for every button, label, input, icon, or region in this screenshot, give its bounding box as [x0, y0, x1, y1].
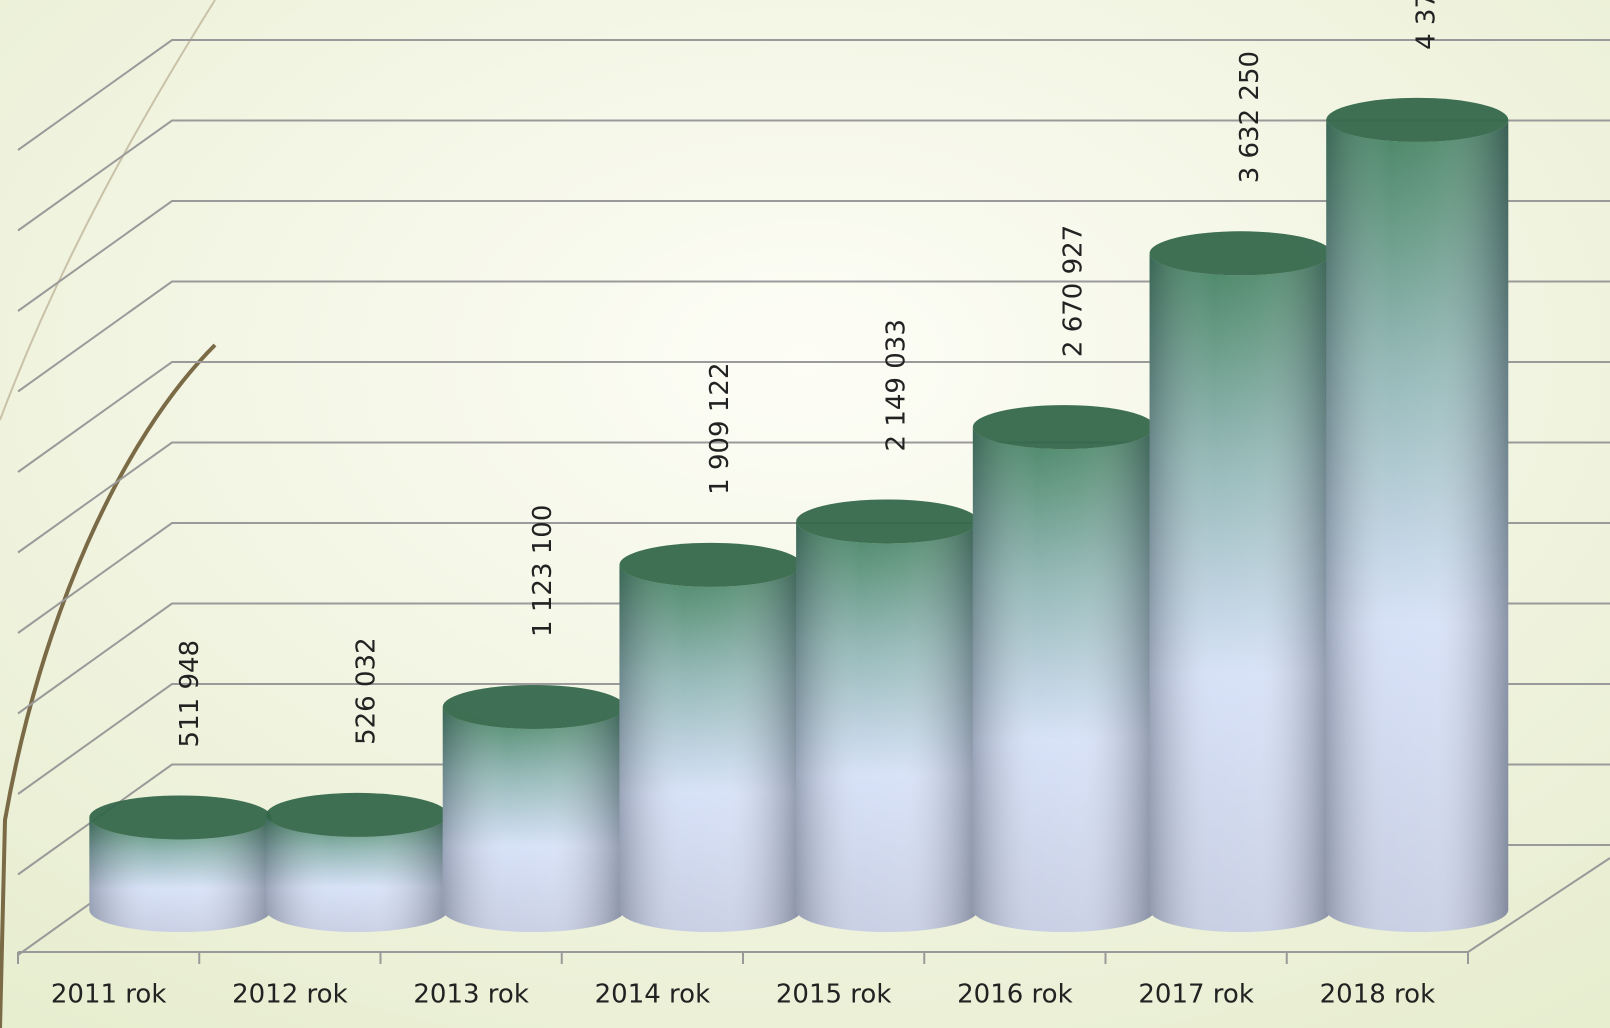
bar-top-shade [1149, 231, 1332, 276]
grid-line [17, 119, 1610, 232]
x-tick-label: 2016 rok [957, 980, 1073, 1010]
x-tick-label: 2013 rok [413, 980, 529, 1010]
bar-shade [1149, 253, 1332, 933]
x-tick-label: 2011 rok [51, 980, 167, 1010]
bar-shade [796, 521, 979, 932]
bars: 511 948 2011 rok 526 032 2012 rok 1 123 100 2… [17, 0, 1509, 1010]
bar-shade [1326, 119, 1509, 933]
bar-top [266, 792, 449, 837]
data-label: 3 632 250 [1235, 51, 1265, 183]
bar-shade [619, 564, 802, 932]
bar-top [1149, 231, 1332, 276]
bar-shade [442, 706, 625, 932]
bar-top-shade [1326, 97, 1509, 142]
bar-top-shade [619, 542, 802, 587]
bar-shade [266, 814, 449, 932]
data-label: 526 032 [352, 637, 382, 745]
bar-top [1326, 97, 1509, 142]
bar-top [89, 795, 272, 840]
data-label: 1 909 122 [705, 363, 735, 495]
bar-top-shade [266, 792, 449, 837]
decor-curve [0, 0, 216, 421]
x-tick-label: 2012 rok [232, 980, 348, 1010]
grid-line [17, 200, 1610, 312]
grid-line [17, 39, 1610, 151]
grid-line [17, 280, 1610, 393]
bar-top-shade [89, 795, 272, 840]
bar-shade [972, 427, 1155, 932]
decor-curve [0, 343, 217, 1028]
bar-top [796, 499, 979, 544]
bar-shade [89, 817, 272, 932]
data-label: 1 123 100 [528, 505, 558, 637]
floor-edge [1467, 857, 1610, 953]
x-tick-label: 2015 rok [776, 980, 892, 1010]
data-label: 511 948 [175, 640, 205, 748]
bar-top [972, 405, 1155, 450]
data-label: 2 670 927 [1058, 225, 1088, 357]
bar-top-shade [442, 684, 625, 729]
bar-top-shade [972, 405, 1155, 450]
bar-top [619, 542, 802, 587]
x-tick-label: 2017 rok [1138, 980, 1254, 1010]
x-tick-label: 2014 rok [595, 980, 711, 1010]
bar-top [442, 684, 625, 729]
grid-line [17, 361, 1610, 473]
data-label: 4 370 193 [1412, 0, 1442, 50]
data-label: 2 149 033 [882, 319, 912, 451]
bar-top-shade [796, 499, 979, 544]
x-tick-label: 2018 rok [1320, 980, 1436, 1010]
